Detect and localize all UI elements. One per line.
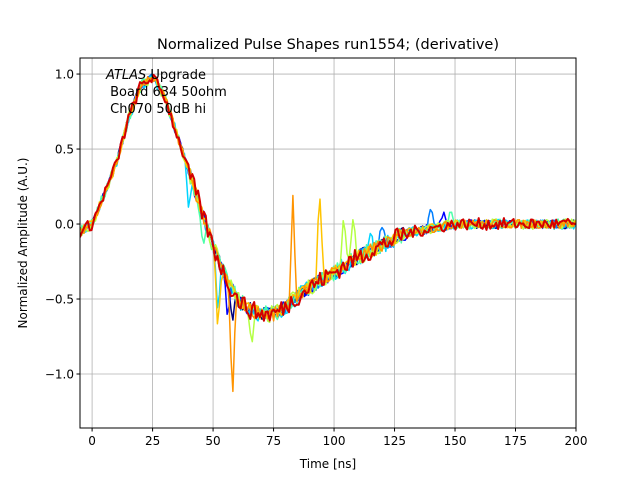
svg-text:ATLAS Upgrade: ATLAS Upgrade bbox=[105, 68, 206, 83]
x-axis-label: Time [ns] bbox=[299, 457, 356, 471]
x-tick-label: 75 bbox=[266, 434, 281, 448]
y-tick-label: 0.0 bbox=[55, 218, 74, 232]
x-tick-label: 125 bbox=[383, 434, 406, 448]
x-tick-label: 25 bbox=[145, 434, 160, 448]
x-tick-label: 175 bbox=[504, 434, 527, 448]
annotation-board: Board 634 50ohm bbox=[106, 85, 227, 100]
annotation-atlas: ATLAS bbox=[105, 68, 146, 83]
ticks: 0 25 50 75 100 125 150 175 200 1.0 0.5 0.0 −0.5 −1.0 bbox=[45, 68, 588, 448]
x-tick-label: 200 bbox=[565, 434, 588, 448]
x-tick-label: 150 bbox=[444, 434, 467, 448]
y-tick-label: −0.5 bbox=[45, 293, 74, 307]
x-tick-label: 100 bbox=[323, 434, 346, 448]
annotation-channel: Ch070 50dB hi bbox=[106, 102, 206, 117]
y-tick-label: 0.5 bbox=[55, 143, 74, 157]
y-tick-label: 1.0 bbox=[55, 68, 74, 82]
x-tick-label: 50 bbox=[205, 434, 220, 448]
x-tick-label: 0 bbox=[88, 434, 96, 448]
plot-frame bbox=[79, 57, 577, 429]
series-line-trace-9 bbox=[80, 73, 576, 322]
y-axis-label: Normalized Amplitude (A.U.) bbox=[16, 158, 30, 329]
series-lines bbox=[80, 73, 576, 393]
annotation: ATLAS Upgrade Board 634 50ohm Ch070 50dB… bbox=[105, 68, 227, 117]
series-line-trace-8 bbox=[80, 76, 576, 393]
annotation-upgrade: Upgrade bbox=[146, 68, 206, 83]
y-tick-label: −1.0 bbox=[45, 368, 74, 382]
chart-title: Normalized Pulse Shapes run1554; (deriva… bbox=[157, 37, 499, 53]
